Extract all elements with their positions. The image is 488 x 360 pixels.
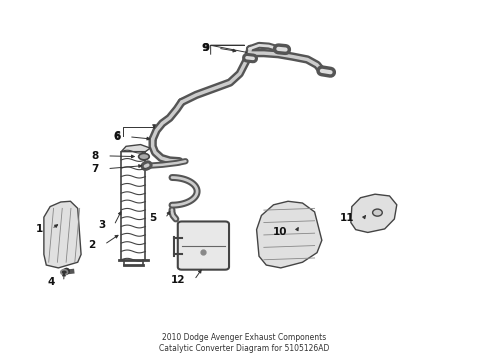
Text: 9: 9: [202, 43, 209, 53]
Text: 7: 7: [91, 164, 98, 174]
Polygon shape: [44, 201, 81, 268]
Text: 6: 6: [113, 132, 120, 142]
Text: 12: 12: [171, 275, 185, 285]
Text: 1: 1: [36, 224, 43, 234]
Text: 3: 3: [98, 220, 105, 230]
Ellipse shape: [138, 153, 149, 160]
FancyBboxPatch shape: [178, 221, 228, 270]
Text: 5: 5: [149, 213, 156, 223]
Text: 4: 4: [47, 277, 55, 287]
Text: 8: 8: [91, 151, 98, 161]
Text: 9: 9: [201, 43, 208, 53]
Text: 11: 11: [340, 213, 354, 223]
Text: 2010 Dodge Avenger Exhaust Components
Catalytic Converter Diagram for 5105126AD: 2010 Dodge Avenger Exhaust Components Ca…: [159, 333, 329, 353]
Polygon shape: [256, 201, 321, 268]
Polygon shape: [350, 194, 396, 233]
Text: 6: 6: [113, 131, 120, 141]
Text: 10: 10: [272, 227, 286, 237]
Polygon shape: [121, 145, 150, 152]
Text: 2: 2: [88, 239, 95, 249]
Circle shape: [372, 209, 382, 216]
